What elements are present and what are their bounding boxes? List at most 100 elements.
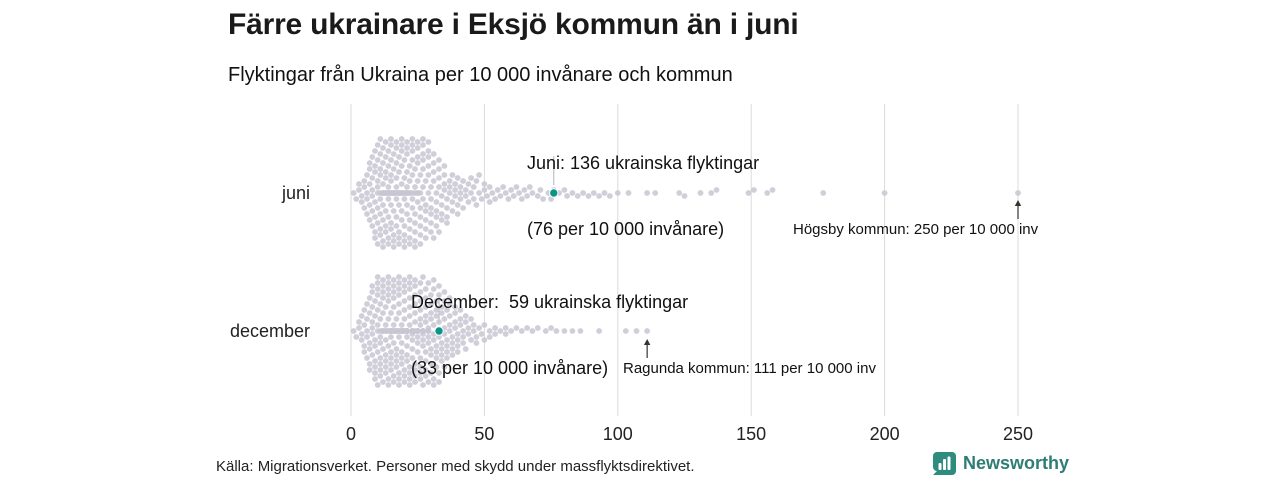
municipality-dot bbox=[388, 172, 394, 178]
municipality-dot bbox=[518, 328, 525, 334]
municipality-dot bbox=[433, 343, 440, 349]
municipality-dot bbox=[406, 280, 413, 286]
municipality-dot bbox=[361, 349, 368, 355]
municipality-dot bbox=[745, 190, 752, 196]
municipality-dot bbox=[401, 157, 408, 163]
municipality-dot bbox=[412, 373, 418, 379]
municipality-dot bbox=[372, 229, 378, 235]
municipality-dot bbox=[380, 379, 386, 385]
municipality-dot bbox=[465, 199, 472, 205]
municipality-dot bbox=[385, 196, 392, 202]
municipality-dot bbox=[470, 328, 477, 334]
municipality-dot bbox=[380, 310, 386, 316]
municipality-dot bbox=[414, 340, 421, 346]
municipality-dot bbox=[374, 382, 381, 388]
municipality-dot bbox=[460, 340, 466, 346]
municipality-dot bbox=[513, 325, 520, 331]
municipality-dot bbox=[417, 289, 424, 295]
municipality-dot bbox=[414, 145, 421, 151]
municipality-dot bbox=[436, 229, 442, 235]
municipality-dot bbox=[356, 325, 362, 331]
municipality-dot bbox=[561, 328, 568, 334]
x-tick-label: 0 bbox=[345, 424, 357, 444]
municipality-dot bbox=[382, 364, 389, 370]
municipality-dot bbox=[540, 196, 546, 202]
municipality-dot bbox=[764, 190, 771, 196]
source-note: Källa: Migrationsverket. Personer med sk… bbox=[216, 458, 695, 475]
municipality-dot bbox=[361, 205, 368, 211]
municipality-dot bbox=[374, 292, 381, 298]
municipality-dot bbox=[476, 325, 482, 331]
municipality-dot bbox=[430, 160, 437, 166]
municipality-dot bbox=[390, 379, 397, 385]
municipality-dot bbox=[406, 241, 413, 247]
municipality-dot bbox=[364, 301, 370, 307]
municipality-dot bbox=[380, 145, 386, 151]
municipality-dot bbox=[470, 184, 477, 190]
municipality-dot bbox=[398, 148, 405, 154]
municipality-dot bbox=[644, 328, 650, 334]
municipality-dot bbox=[358, 313, 365, 319]
outlier-arrowhead bbox=[1014, 200, 1022, 206]
municipality-dot bbox=[553, 328, 560, 334]
x-tick-label: 250 bbox=[1002, 424, 1034, 444]
municipality-dot bbox=[454, 337, 461, 343]
municipality-dot bbox=[436, 370, 442, 376]
municipality-dot bbox=[377, 373, 384, 379]
municipality-dot bbox=[420, 343, 426, 349]
municipality-dot bbox=[596, 193, 602, 199]
municipality-dot bbox=[380, 244, 386, 250]
municipality-dot bbox=[454, 343, 461, 349]
municipality-dot bbox=[409, 205, 416, 211]
municipality-dot bbox=[398, 142, 405, 148]
municipality-dot bbox=[388, 226, 394, 232]
municipality-dot bbox=[444, 343, 450, 349]
municipality-dot bbox=[433, 349, 440, 355]
municipality-dot bbox=[652, 190, 659, 196]
municipality-dot bbox=[446, 328, 453, 334]
municipality-dot bbox=[372, 214, 378, 220]
municipality-dot bbox=[361, 307, 368, 313]
municipality-dot bbox=[481, 322, 488, 328]
municipality-dot bbox=[438, 217, 445, 223]
municipality-dot bbox=[382, 139, 389, 145]
municipality-dot bbox=[364, 196, 370, 202]
municipality-dot bbox=[417, 364, 424, 370]
municipality-dot bbox=[433, 298, 440, 304]
x-tick-label: 200 bbox=[869, 424, 900, 444]
municipality-dot bbox=[476, 172, 482, 178]
municipality-dot bbox=[372, 169, 378, 175]
municipality-dot bbox=[377, 136, 384, 142]
municipality-dot bbox=[390, 295, 397, 301]
municipality-dot bbox=[521, 187, 528, 193]
municipality-dot bbox=[398, 355, 405, 361]
highlight-dot-juni bbox=[549, 188, 559, 198]
annotation-june: Juni: 136 ukrainska flyktingar (76 per 1… bbox=[527, 108, 759, 284]
municipality-dot bbox=[428, 352, 434, 358]
municipality-dot bbox=[457, 322, 464, 328]
municipality-dot bbox=[454, 202, 461, 208]
municipality-dot bbox=[372, 235, 378, 241]
municipality-dot bbox=[676, 190, 683, 196]
municipality-dot bbox=[465, 325, 472, 331]
municipality-dot bbox=[409, 142, 416, 148]
municipality-dot bbox=[401, 307, 408, 313]
municipality-dot bbox=[388, 142, 394, 148]
municipality-dot bbox=[422, 304, 429, 310]
municipality-dot bbox=[385, 241, 392, 247]
municipality-dot bbox=[372, 370, 378, 376]
municipality-dot bbox=[438, 304, 445, 310]
municipality-dot bbox=[422, 367, 429, 373]
municipality-dot bbox=[369, 325, 376, 331]
municipality-dot bbox=[369, 154, 376, 160]
municipality-dot bbox=[417, 370, 424, 376]
municipality-dot bbox=[468, 175, 474, 181]
municipality-dot bbox=[396, 202, 402, 208]
municipality-dot bbox=[396, 301, 402, 307]
municipality-dot bbox=[438, 340, 445, 346]
municipality-dot bbox=[422, 208, 429, 214]
municipality-dot bbox=[388, 202, 394, 208]
municipality-dot bbox=[470, 196, 477, 202]
municipality-dot bbox=[382, 304, 389, 310]
